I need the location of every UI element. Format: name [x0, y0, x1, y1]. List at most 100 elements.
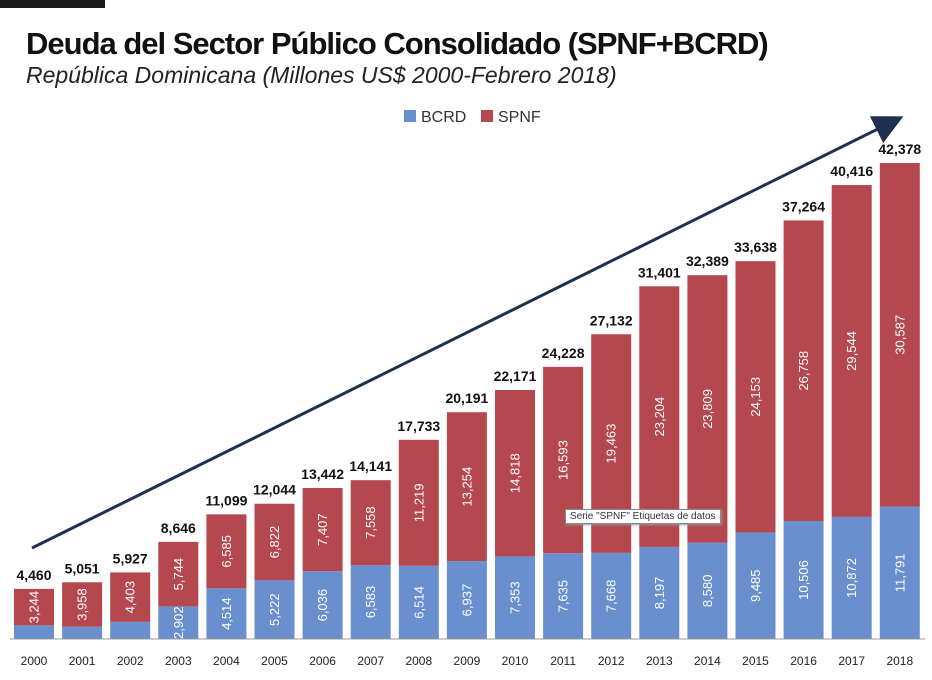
data-label-spnf: 11,219 — [411, 483, 426, 522]
data-label-total: 4,460 — [16, 567, 51, 583]
tooltip: Serie "SPNF" Etiquetas de datos — [565, 509, 721, 524]
data-label-bcrd: 7,635 — [556, 580, 571, 613]
data-label-spnf: 3,958 — [75, 588, 90, 621]
bar-bcrd — [110, 621, 151, 639]
data-label-spnf: 26,758 — [796, 351, 811, 391]
bar-spnf — [62, 582, 103, 627]
data-label-bcrd: 8,197 — [652, 577, 667, 610]
data-label-spnf: 29,544 — [844, 331, 859, 371]
bar-spnf — [302, 488, 343, 572]
x-tick-label: 2012 — [598, 654, 625, 668]
data-label-total: 14,141 — [349, 458, 392, 474]
data-label-bcrd: 8,580 — [700, 575, 715, 608]
data-label-spnf: 23,204 — [652, 397, 667, 437]
legend-label-spnf: SPNF — [498, 109, 541, 126]
header-bar — [0, 0, 105, 8]
data-label-bcrd: 10,872 — [844, 558, 859, 598]
bar-spnf — [254, 503, 295, 581]
x-tick-label: 2006 — [309, 654, 336, 668]
data-label-total: 37,264 — [782, 198, 825, 214]
data-label-spnf: 13,254 — [459, 467, 474, 507]
bar-bcrd — [302, 571, 343, 639]
x-tick-label: 2018 — [886, 654, 913, 668]
bar-bcrd — [639, 546, 680, 639]
data-label-total: 11,099 — [205, 492, 247, 508]
data-label-total: 40,416 — [830, 163, 873, 179]
data-label-total: 31,401 — [638, 264, 681, 280]
data-label-total: 5,927 — [113, 550, 148, 566]
bar-spnf — [639, 286, 680, 547]
data-label-total: 24,228 — [542, 345, 585, 361]
legend-label-bcrd: BCRD — [421, 109, 466, 126]
x-tick-label: 2004 — [213, 654, 240, 668]
data-label-total: 5,051 — [65, 560, 100, 576]
data-label-bcrd: 9,485 — [748, 569, 763, 602]
x-tick-label: 2007 — [357, 654, 384, 668]
data-label-spnf: 30,587 — [892, 315, 907, 355]
x-tick-label: 2000 — [21, 654, 48, 668]
bar-spnf — [879, 163, 920, 507]
data-label-bcrd: 7,353 — [508, 581, 523, 614]
x-tick-label: 2011 — [550, 654, 576, 668]
x-tick-label: 2013 — [646, 654, 673, 668]
x-tick-label: 2009 — [454, 654, 481, 668]
legend-swatch-bcrd — [404, 110, 416, 122]
data-label-spnf: 14,818 — [508, 453, 523, 493]
bar-bcrd — [831, 516, 872, 639]
data-label-spnf: 16,593 — [556, 440, 571, 480]
x-tick-label: 2001 — [69, 654, 96, 668]
bar-bcrd — [62, 626, 103, 639]
bar-spnf — [110, 572, 151, 622]
data-label-bcrd: 5,222 — [267, 593, 282, 626]
x-tick-label: 2005 — [261, 654, 288, 668]
bar-bcrd — [254, 580, 295, 639]
x-tick-label: 2016 — [790, 654, 817, 668]
bar-spnf — [735, 261, 776, 533]
data-label-total: 8,646 — [161, 520, 196, 536]
bar-bcrd — [591, 552, 632, 639]
bar-bcrd — [687, 542, 728, 639]
x-tick-label: 2015 — [742, 654, 769, 668]
bar-bcrd — [783, 520, 824, 639]
x-tick-label: 2002 — [117, 654, 144, 668]
data-label-bcrd: 6,583 — [363, 586, 378, 619]
data-label-bcrd: 6,514 — [411, 586, 426, 619]
x-tick-label: 2014 — [694, 654, 721, 668]
data-label-total: 20,191 — [445, 390, 488, 406]
legend-swatch-spnf — [481, 110, 493, 122]
bar-bcrd — [158, 606, 199, 639]
bar-spnf — [206, 514, 247, 589]
bar-bcrd — [398, 565, 439, 639]
bar-bcrd — [735, 532, 776, 639]
bar-spnf — [783, 220, 824, 521]
data-label-bcrd: 2,902 — [171, 606, 186, 639]
bar-bcrd — [879, 506, 920, 639]
bar-spnf — [350, 480, 391, 566]
data-label-total: 13,442 — [301, 466, 344, 482]
data-label-total: 22,171 — [494, 368, 537, 384]
data-label-total: 42,378 — [878, 141, 921, 157]
bar-spnf — [398, 439, 439, 566]
data-label-spnf: 24,153 — [748, 377, 763, 417]
data-label-spnf: 7,558 — [363, 506, 378, 539]
bar-spnf — [14, 588, 54, 626]
bar-bcrd — [495, 556, 535, 639]
chart-title: Deuda del Sector Público Consolidado (SP… — [26, 26, 769, 61]
data-label-bcrd: 6,937 — [459, 584, 474, 617]
x-tick-label: 2017 — [838, 654, 865, 668]
data-label-spnf: 3,244 — [27, 591, 42, 624]
bar-bcrd — [543, 553, 584, 639]
x-tick-label: 2010 — [502, 654, 529, 668]
bar-bcrd — [14, 625, 54, 639]
data-label-bcrd: 6,036 — [315, 589, 330, 622]
data-label-spnf: 4,403 — [123, 581, 138, 614]
data-label-spnf: 5,744 — [171, 558, 186, 591]
x-tick-label: 2003 — [165, 654, 192, 668]
bar-spnf — [446, 412, 487, 562]
trend-arrow — [31, 116, 904, 550]
data-label-spnf: 23,809 — [700, 389, 715, 429]
data-label-total: 32,389 — [686, 253, 729, 269]
bar-bcrd — [350, 565, 391, 639]
data-label-total: 27,132 — [590, 312, 633, 328]
data-label-spnf: 6,585 — [219, 535, 234, 568]
